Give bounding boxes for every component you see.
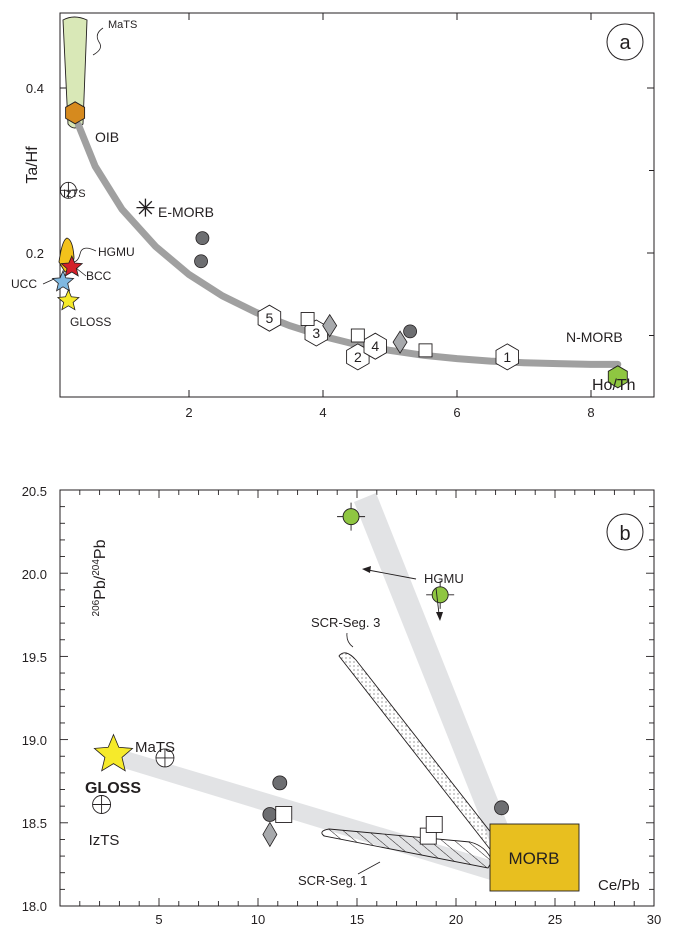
mixing-hexagon <box>257 304 282 332</box>
square-point <box>350 328 365 343</box>
panel-a-xlabel: Ho/Th <box>592 377 636 394</box>
panel-a-xtick-0: 2 <box>185 405 192 420</box>
panel-a-xtick-2: 6 <box>453 405 460 420</box>
bcc-label: BCC <box>86 269 112 283</box>
square-point <box>300 312 315 326</box>
izts-b-label: IzTS <box>89 832 120 849</box>
gray-circle-point <box>403 324 418 339</box>
end-member-gloss <box>56 288 80 311</box>
hgmu-b-arrow-2 <box>435 587 440 615</box>
panel-b-xtick-0: 5 <box>155 912 162 927</box>
panel-a-xtick-1: 4 <box>319 405 326 420</box>
mixing-curve <box>75 121 622 368</box>
gloss-b-label: GLOSS <box>85 780 141 797</box>
gray-circle-point <box>262 807 278 822</box>
panel-a-frame <box>59 12 655 398</box>
panel-b-xtick-3: 20 <box>449 912 463 927</box>
bcc-leader <box>75 267 87 277</box>
ucc-label: UCC <box>11 277 37 291</box>
mixing-hexagon-label: 4 <box>371 338 379 354</box>
scr-seg1-field <box>321 828 493 869</box>
panel-a-badge <box>606 23 644 61</box>
panel-a-badge-letter: a <box>619 32 631 54</box>
gray-circle-point <box>272 775 288 791</box>
panel-b-badge <box>606 513 644 551</box>
end-member-gloss <box>93 733 134 772</box>
panel-b-ytick-0: 18.0 <box>22 899 47 914</box>
scr-seg3-label: SCR-Seg. 3 <box>311 615 380 630</box>
panel-b-ytick-5: 20.5 <box>22 484 47 499</box>
end-member-izts <box>92 795 112 814</box>
mixing-hexagon-label: 3 <box>312 325 320 341</box>
scr-seg1-label: SCR-Seg. 1 <box>298 873 367 888</box>
oib-label: OIB <box>95 129 119 145</box>
panel-a-ylabel: Ta/Hf <box>24 146 41 184</box>
panel-b-points <box>92 502 509 848</box>
mats-field <box>62 16 88 129</box>
mats-b-label: MaTS <box>135 739 175 756</box>
panel-a-points: 5 3 24 1 <box>51 101 628 389</box>
panel-a-ytick-0: 0.2 <box>26 246 44 261</box>
mats-label: MaTS <box>108 19 137 31</box>
emorb-label: E-MORB <box>158 204 214 220</box>
hgmu-band <box>354 493 529 885</box>
panel-b-ytick-1: 18.5 <box>22 816 47 831</box>
panel-b-ytick-3: 19.5 <box>22 650 47 665</box>
diamond-point <box>322 313 338 338</box>
gloss-label: GLOSS <box>70 315 111 329</box>
square-point <box>425 816 443 833</box>
mixing-hexagon-label: 2 <box>354 349 362 365</box>
izts-label: IzTS <box>63 188 86 200</box>
square-point <box>418 343 433 358</box>
panel-b-ytick-4: 20.0 <box>22 567 47 582</box>
mixing-hexagon-label: 1 <box>503 349 511 365</box>
gray-circle-point <box>195 231 210 246</box>
mats-leader <box>92 27 104 56</box>
panel-b-ytick-2: 19.0 <box>22 733 47 748</box>
square-point <box>275 806 293 823</box>
diamond-point <box>262 821 278 848</box>
panel-a-ytick-1: 0.4 <box>26 81 44 96</box>
end-member-ucc <box>51 269 75 292</box>
hgmu-label: HGMU <box>98 245 135 259</box>
morb-label: MORB <box>509 849 560 868</box>
morb-box <box>489 823 580 892</box>
gray-circle-point <box>194 254 208 269</box>
hgmu-b-arrow-1 <box>367 569 417 580</box>
panel-b: 18.0 18.5 19.0 19.5 20.0 20.5 5 10 15 20… <box>22 484 662 927</box>
diamond-point <box>392 330 408 354</box>
end-member-bcc <box>60 254 84 277</box>
gray-circle-point <box>494 800 509 816</box>
panel-b-badge-letter: b <box>619 523 630 545</box>
panel-a-xtick-3: 8 <box>587 405 594 420</box>
nmorb-label: N-MORB <box>566 329 623 345</box>
panel-b-xtick-4: 25 <box>548 912 562 927</box>
end-member-n-morb <box>607 365 628 389</box>
hgmu-b-arrowhead-2 <box>436 612 443 621</box>
mixing-hexagon-label: 5 <box>266 310 274 326</box>
end-member-e-morb <box>136 198 155 217</box>
end-member-izts <box>59 181 77 199</box>
end-member-oib <box>65 101 86 125</box>
panel-b-ylabel: 206Pb/204Pb <box>91 539 109 616</box>
ucc-leader <box>42 278 55 285</box>
mixing-hexagon <box>495 343 519 371</box>
panel-b-xlabel: Ce/Pb <box>598 877 640 894</box>
scr-seg3-leader <box>346 632 354 648</box>
panel-b-xtick-1: 10 <box>251 912 265 927</box>
panel-b-xtick-5: 30 <box>647 912 661 927</box>
end-member-mats <box>155 748 175 768</box>
panel-b-xtick-2: 15 <box>350 912 364 927</box>
scr-seg1-leader <box>357 861 381 875</box>
hgmu-b-arrowhead-1 <box>362 566 371 573</box>
hgmu-b-label: HGMU <box>424 571 464 586</box>
panel-b-ticks <box>60 490 654 906</box>
hgmu-leader <box>72 247 97 263</box>
hgmu-point <box>337 502 366 531</box>
